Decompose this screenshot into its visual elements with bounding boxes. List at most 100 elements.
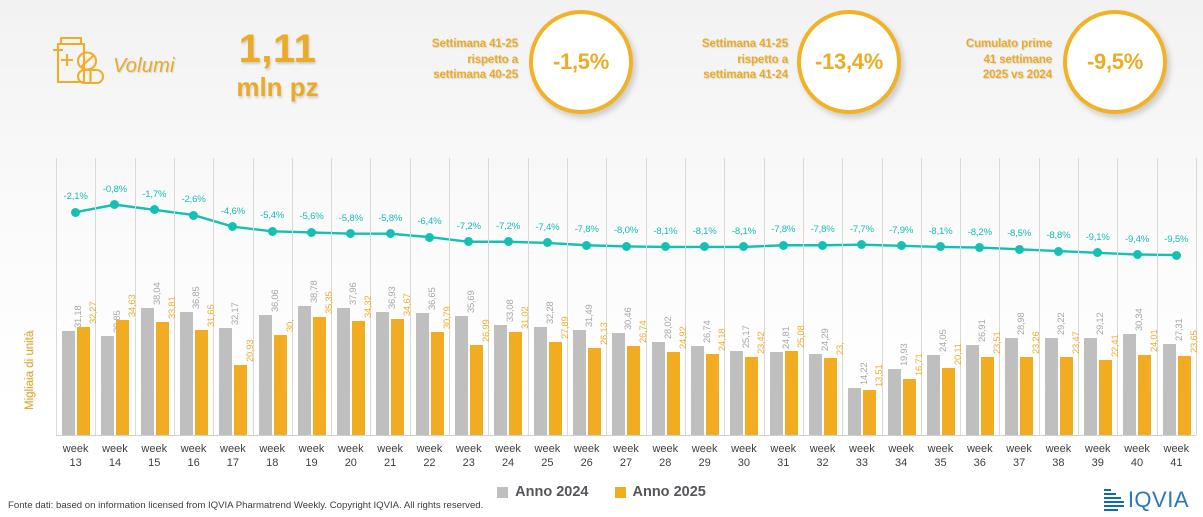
bar-y2025[interactable] [745, 356, 759, 435]
bar-y2024[interactable] [179, 312, 193, 435]
bar-y2024[interactable] [651, 341, 665, 435]
line-point[interactable] [1053, 246, 1063, 256]
bar-group[interactable]: 28,02 24,92 [646, 158, 688, 435]
line-point[interactable] [778, 240, 788, 250]
bar-group[interactable]: 26,91 23,51 [960, 158, 1002, 435]
line-point[interactable] [424, 232, 434, 242]
bar-y2025[interactable] [941, 367, 955, 435]
bar-y2025[interactable] [273, 335, 287, 435]
bar-y2024[interactable] [62, 331, 75, 435]
bar-y2025[interactable] [77, 327, 90, 435]
bar-y2025[interactable] [863, 389, 877, 435]
bar-group[interactable]: 28,98 23,26 [999, 158, 1041, 435]
bar-y2024[interactable] [1044, 337, 1058, 435]
bar-y2025[interactable] [234, 365, 248, 435]
bar-y2025[interactable] [902, 379, 916, 435]
bar-y2024[interactable] [337, 308, 351, 435]
bar-group[interactable]: 26,74 24,18 [685, 158, 727, 435]
bar-group[interactable]: 24,05 20,11 [921, 158, 963, 435]
bar-y2024[interactable] [848, 387, 862, 435]
line-point[interactable] [228, 222, 238, 232]
bar-group[interactable]: 25,17 23,42 [724, 158, 766, 435]
line-point[interactable] [582, 240, 592, 250]
bar-y2025[interactable] [509, 331, 523, 435]
line-point[interactable] [818, 240, 828, 250]
bar-y2025[interactable] [1059, 356, 1073, 435]
bar-y2025[interactable] [1138, 354, 1152, 435]
line-point[interactable] [896, 241, 906, 251]
bar-y2024[interactable] [690, 345, 704, 435]
bar-group[interactable]: 35,69 26,99 [449, 158, 491, 435]
bar-y2024[interactable] [573, 330, 587, 435]
line-point[interactable] [110, 200, 120, 210]
bar-group[interactable]: 27,31 23,65 [1157, 158, 1199, 435]
bar-y2024[interactable] [376, 311, 390, 435]
bar-group[interactable]: 36,06 30, [253, 158, 295, 435]
bar-y2024[interactable] [219, 327, 233, 435]
bar-group[interactable]: 29,8534,63 [95, 158, 137, 435]
line-point[interactable] [385, 229, 395, 239]
bar-y2025[interactable] [666, 351, 680, 435]
line-point[interactable] [189, 210, 199, 220]
bar-group[interactable]: 37,96 34,32 [331, 158, 373, 435]
bar-group[interactable]: 30,46 26,74 [606, 158, 648, 435]
line-point[interactable] [307, 227, 317, 237]
bar-y2024[interactable] [140, 308, 154, 435]
line-point[interactable] [464, 237, 474, 247]
line-point[interactable] [700, 242, 710, 252]
bar-y2024[interactable] [730, 351, 744, 435]
bar-y2024[interactable] [415, 312, 429, 435]
bar-y2025[interactable] [548, 342, 562, 435]
bar-group[interactable]: 14,22 13,51 [842, 158, 884, 435]
bar-group[interactable]: 32,28 27,89 [528, 158, 570, 435]
line-point[interactable] [660, 242, 670, 252]
bar-group[interactable]: 38,04 33,81 [135, 158, 177, 435]
bar-group[interactable]: 36,93 34,67 [370, 158, 412, 435]
bar-y2025[interactable] [391, 319, 405, 435]
line-point[interactable] [621, 241, 631, 251]
bar-y2025[interactable] [1099, 360, 1113, 435]
line-point[interactable] [857, 240, 867, 250]
bar-y2025[interactable] [823, 358, 837, 435]
line-point[interactable] [149, 205, 159, 215]
bar-y2025[interactable] [116, 319, 130, 435]
bar-y2024[interactable] [769, 352, 783, 435]
bar-group[interactable]: 30,34 24,01 [1117, 158, 1159, 435]
bar-y2025[interactable] [1020, 357, 1034, 435]
line-point[interactable] [1014, 244, 1024, 254]
bar-y2024[interactable] [1123, 333, 1137, 435]
bar-y2025[interactable] [312, 317, 326, 435]
bar-y2025[interactable] [155, 322, 169, 435]
bar-group[interactable]: 36,85 31,65 [174, 158, 216, 435]
bar-group[interactable]: 29,22 23,47 [1039, 158, 1081, 435]
bar-y2024[interactable] [455, 316, 469, 435]
line-point[interactable] [267, 226, 277, 236]
bar-y2024[interactable] [1162, 343, 1176, 435]
bar-y2024[interactable] [966, 345, 980, 435]
bar-group[interactable]: 24,81 25,08 [764, 158, 806, 435]
bar-group[interactable]: 31,49 26,13 [567, 158, 609, 435]
bar-y2024[interactable] [887, 368, 901, 435]
bar-y2025[interactable] [352, 320, 366, 435]
bar-y2025[interactable] [470, 345, 484, 435]
bar-y2024[interactable] [533, 327, 547, 435]
bar-y2025[interactable] [588, 347, 602, 435]
bar-y2025[interactable] [194, 329, 208, 435]
bar-y2025[interactable] [784, 351, 798, 435]
bar-y2024[interactable] [297, 305, 311, 435]
bar-y2024[interactable] [612, 333, 626, 435]
bar-y2025[interactable] [430, 332, 444, 435]
line-point[interactable] [739, 242, 749, 252]
bar-y2024[interactable] [926, 354, 940, 435]
line-point[interactable] [542, 238, 552, 248]
bar-y2024[interactable] [101, 335, 115, 435]
bar-y2025[interactable] [627, 345, 641, 435]
line-point[interactable] [1132, 250, 1142, 260]
line-point[interactable] [1171, 250, 1181, 260]
bar-y2024[interactable] [494, 324, 508, 435]
line-point[interactable] [975, 243, 985, 253]
bar-y2024[interactable] [258, 314, 272, 435]
bar-y2024[interactable] [808, 354, 822, 435]
bar-y2025[interactable] [705, 354, 719, 435]
line-point[interactable] [71, 207, 81, 217]
